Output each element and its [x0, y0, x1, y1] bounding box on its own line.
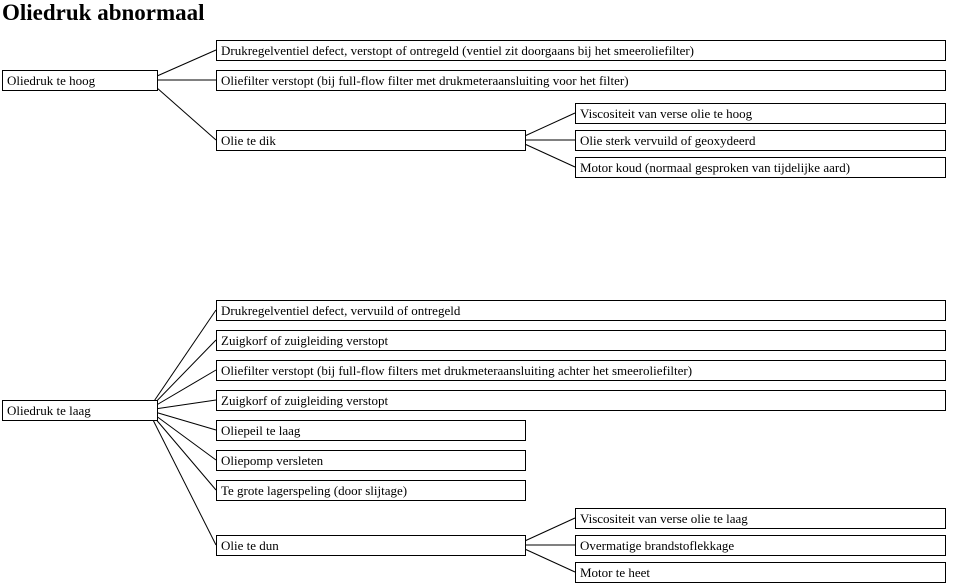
node-oliedruk-te-laag: Oliedruk te laag	[2, 400, 158, 421]
node-laag-olie-te-dun: Olie te dun	[216, 535, 526, 556]
node-laag-zuigkorf-1: Zuigkorf of zuigleiding verstopt	[216, 330, 946, 351]
page-title: Oliedruk abnormaal	[2, 0, 205, 26]
node-oliedruk-te-hoog: Oliedruk te hoog	[2, 70, 158, 91]
node-laag-zuigkorf-2: Zuigkorf of zuigleiding verstopt	[216, 390, 946, 411]
node-laag-brandstoflekkage: Overmatige brandstoflekkage	[575, 535, 946, 556]
node-hoog-olie-te-dik: Olie te dik	[216, 130, 526, 151]
node-laag-viscositeit: Viscositeit van verse olie te laag	[575, 508, 946, 529]
node-laag-lagerspeling: Te grote lagerspeling (door slijtage)	[216, 480, 526, 501]
node-laag-oliepeil: Oliepeil te laag	[216, 420, 526, 441]
node-laag-oliepomp: Oliepomp versleten	[216, 450, 526, 471]
node-hoog-oliefilter: Oliefilter verstopt (bij full-flow filte…	[216, 70, 946, 91]
node-laag-drukregelventiel: Drukregelventiel defect, vervuild of ont…	[216, 300, 946, 321]
node-laag-motor-heet: Motor te heet	[575, 562, 946, 583]
node-hoog-drukregelventiel: Drukregelventiel defect, verstopt of ont…	[216, 40, 946, 61]
node-hoog-motor-koud: Motor koud (normaal gesproken van tijdel…	[575, 157, 946, 178]
node-hoog-viscositeit: Viscositeit van verse olie te hoog	[575, 103, 946, 124]
node-hoog-vervuild: Olie sterk vervuild of geoxydeerd	[575, 130, 946, 151]
node-laag-oliefilter: Oliefilter verstopt (bij full-flow filte…	[216, 360, 946, 381]
